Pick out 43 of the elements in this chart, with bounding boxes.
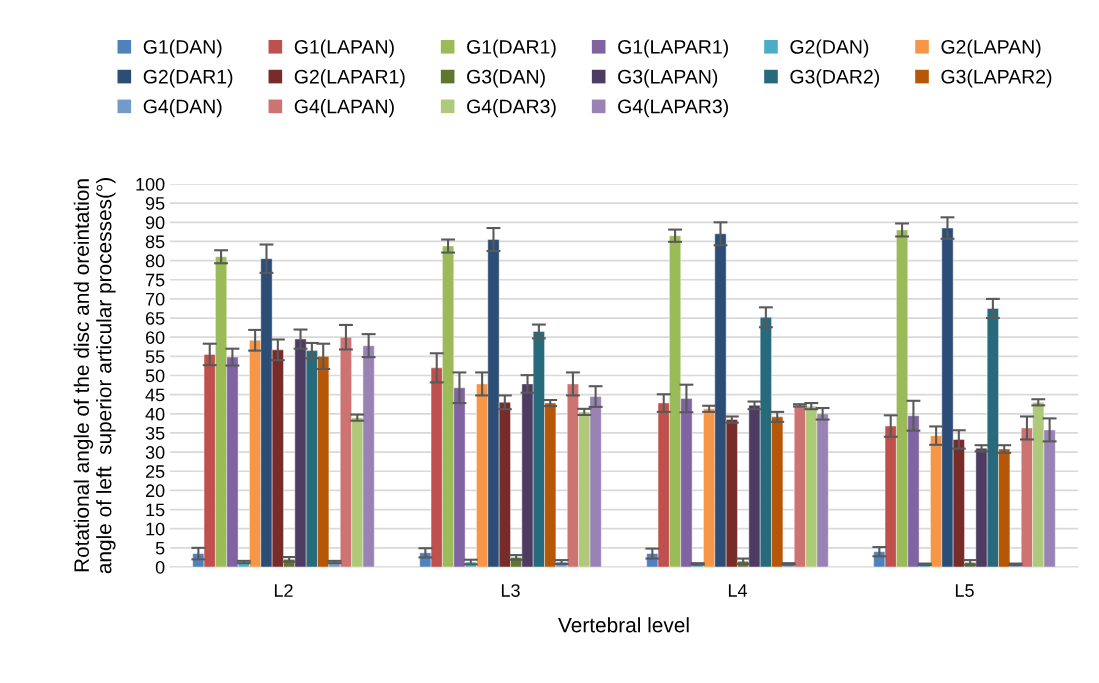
legend-label: G2(LAPAN) [941, 39, 1041, 58]
y-tick-label: 10 [146, 522, 165, 536]
y-axis-title: Rotational angle of the disc and oreintation angle of left superior articular processes(°) [73, 178, 116, 574]
y-tick-label: 15 [146, 503, 165, 517]
legend-label: G4(LAPAN) [294, 99, 394, 118]
y-tick-label: 35 [145, 426, 165, 440]
y-tick-label: 55 [145, 350, 165, 364]
y-tick-label: 30 [145, 446, 165, 459]
y-tick-label: 60 [145, 331, 165, 344]
legend-label: G2(DAR1) [143, 69, 233, 88]
legend-label: G2(DAN) [790, 39, 869, 58]
y-tick-label: 50 [145, 369, 165, 383]
legend-label: G4(DAN) [143, 99, 222, 118]
y-tick-label: 20 [145, 484, 165, 498]
legend-label: G3(DAN) [467, 69, 545, 88]
y-tick-label: 25 [145, 465, 165, 478]
y-tick-label: 85 [145, 235, 165, 249]
legend-label: G4(LAPAR3) [618, 99, 728, 118]
x-axis-title: Vertebral level [558, 617, 689, 633]
x-tick-label: L3 [501, 584, 520, 597]
x-tick-label: L5 [955, 584, 974, 597]
y-tick-label: 95 [145, 197, 165, 210]
x-tick-label: L4 [728, 584, 748, 597]
y-tick-label: 90 [145, 216, 165, 230]
y-tick-label: 45 [145, 388, 165, 402]
legend-label: G1(LAPAR1) [618, 39, 728, 58]
y-tick-label: 65 [145, 311, 165, 325]
y-tick-label: 80 [145, 254, 165, 268]
y-tick-label: 75 [145, 273, 165, 287]
y-tick-label: 100 [136, 177, 165, 191]
y-tick-label: 5 [155, 541, 165, 555]
legend-label: G3(LAPAR2) [941, 69, 1052, 88]
y-tick-label: 70 [145, 292, 165, 306]
legend-label: G1(DAR1) [467, 39, 556, 58]
y-tick-label: 0 [155, 560, 165, 574]
legend-label: G3(DAR2) [790, 69, 880, 88]
legend-label: G4(DAR3) [467, 99, 556, 118]
legend-label: G1(DAN) [143, 39, 222, 58]
legend-label: G3(LAPAN) [618, 69, 718, 88]
y-tick-label: 40 [145, 407, 165, 421]
x-tick-label: L2 [274, 584, 293, 597]
legend-label: G2(LAPAR1) [294, 69, 405, 88]
legend-label: G1(LAPAN) [294, 39, 394, 58]
